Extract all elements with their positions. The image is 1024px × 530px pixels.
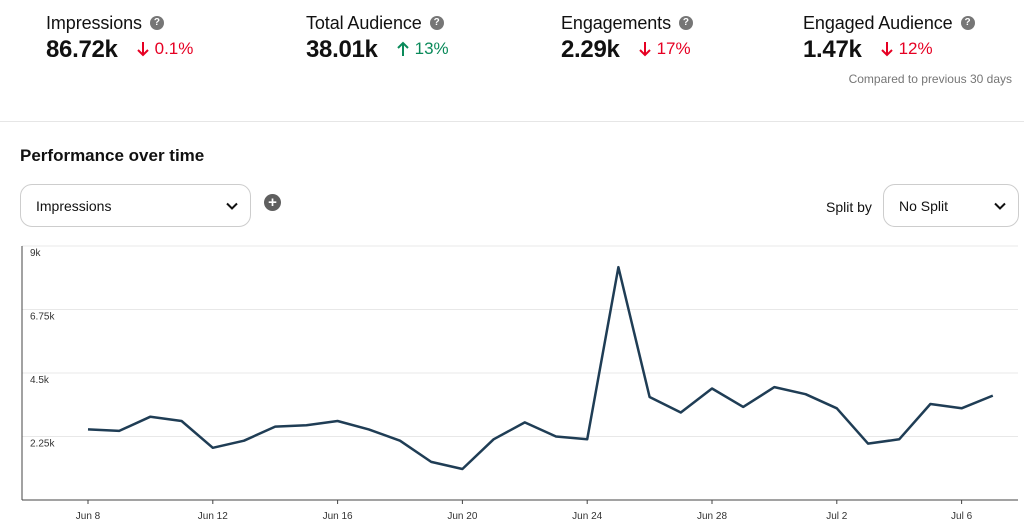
metric-value: 1.47k <box>803 36 862 63</box>
x-tick-label: Jun 12 <box>198 511 228 522</box>
metric-impressions: Impressions ? 86.72k 0.1% <box>46 12 193 64</box>
metric-delta-value: 0.1% <box>154 39 194 58</box>
metric-delta-value: 13% <box>414 39 449 58</box>
section-title: Performance over time <box>20 146 205 165</box>
metric-label: Engaged Audience <box>803 12 953 33</box>
metric-select[interactable]: Impressions <box>20 184 251 227</box>
metric-delta: 17% <box>638 39 691 59</box>
arrow-up-icon <box>396 41 409 56</box>
metric-delta: 13% <box>396 39 449 59</box>
y-tick-label: 4.5k <box>30 375 50 386</box>
split-select-value: No Split <box>899 197 949 214</box>
split-select[interactable]: No Split <box>883 184 1019 227</box>
compare-note: Compared to previous 30 days <box>848 72 1012 86</box>
metric-value: 38.01k <box>306 36 378 63</box>
x-tick-label: Jul 6 <box>951 511 973 522</box>
x-tick-label: Jun 16 <box>323 511 353 522</box>
help-icon[interactable]: ? <box>678 16 693 30</box>
metric-engagements: Engagements ? 2.29k 17% <box>561 12 693 64</box>
metric-engaged-audience: Engaged Audience ? 1.47k 12% <box>803 12 975 64</box>
x-tick-label: Jun 8 <box>76 511 101 522</box>
y-tick-label: 9k <box>30 248 42 259</box>
help-icon[interactable]: ? <box>960 16 975 30</box>
arrow-down-icon <box>880 42 893 57</box>
metric-total-audience: Total Audience ? 38.01k 13% <box>306 12 449 64</box>
series-line <box>87 265 994 471</box>
y-tick-label: 2.25k <box>30 439 55 450</box>
help-icon[interactable]: ? <box>429 16 444 30</box>
metric-value: 2.29k <box>561 36 620 63</box>
metric-delta-value: 12% <box>898 39 933 58</box>
chevron-down-icon <box>226 202 238 210</box>
metric-delta: 12% <box>880 39 933 59</box>
performance-chart-svg: 2.25k 4.5k 6.75k 9k Jun 8 Jun 12 Jun 16 Jun 20 J… <box>21 245 1018 522</box>
metric-select-value: Impressions <box>36 197 112 214</box>
arrow-down-icon <box>638 42 651 57</box>
x-tick-label: Jun 20 <box>447 511 477 522</box>
performance-chart: 2.25k 4.5k 6.75k 9k Jun 8 Jun 12 Jun 16 Jun 20 J… <box>0 238 1024 530</box>
arrow-down-icon <box>136 42 149 57</box>
help-icon[interactable]: ? <box>149 16 164 30</box>
metric-label: Impressions <box>46 12 142 33</box>
x-tick-label: Jun 24 <box>572 511 602 522</box>
x-tick-label: Jun 28 <box>697 511 727 522</box>
metric-value: 86.72k <box>46 36 118 63</box>
metric-delta-value: 17% <box>656 39 691 58</box>
metric-label: Total Audience <box>306 12 422 33</box>
metric-label: Engagements <box>561 12 671 33</box>
x-tick-label: Jul 2 <box>826 511 848 522</box>
chevron-down-icon <box>994 202 1006 210</box>
split-label: Split by <box>826 199 872 215</box>
metrics-summary: Impressions ? 86.72k 0.1% Total Audience… <box>0 0 1024 122</box>
metric-delta: 0.1% <box>136 39 194 59</box>
y-tick-label: 6.75k <box>30 312 55 323</box>
add-metric-icon[interactable]: + <box>264 194 281 211</box>
